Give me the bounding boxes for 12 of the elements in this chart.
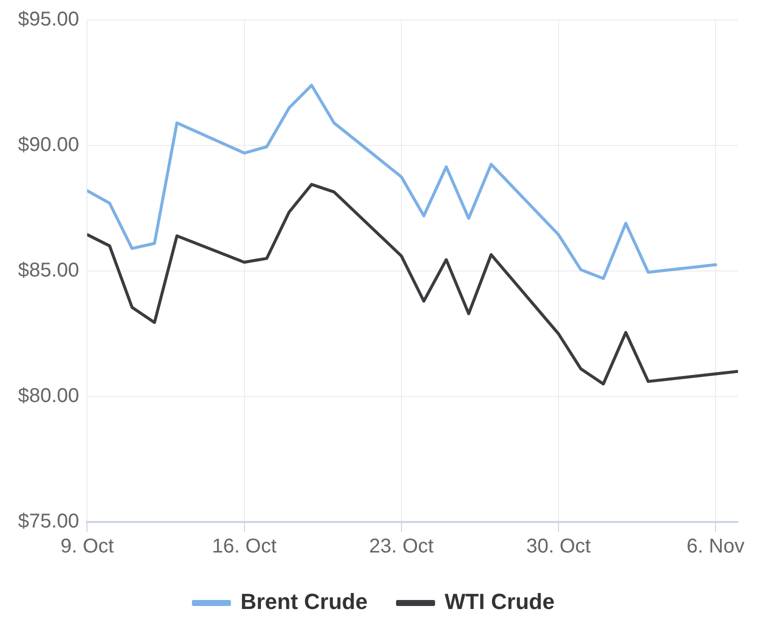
- y-tick-label: $90.00: [18, 134, 80, 156]
- x-tick-label: 30. Oct: [526, 536, 592, 558]
- y-tick-label: $95.00: [18, 8, 80, 31]
- x-tick-label: 9. Oct: [60, 536, 114, 558]
- y-tick-label: $80.00: [18, 385, 80, 408]
- legend-label: Brent Crude: [240, 589, 368, 614]
- y-tick-label: $85.00: [18, 260, 80, 282]
- legend-label: WTI Crude: [444, 589, 555, 614]
- y-tick-label: $75.00: [18, 510, 80, 533]
- x-tick-label: 23. Oct: [369, 536, 434, 558]
- x-tick-label: 6. Nov: [686, 536, 744, 558]
- x-tick-label: 16. Oct: [212, 536, 277, 558]
